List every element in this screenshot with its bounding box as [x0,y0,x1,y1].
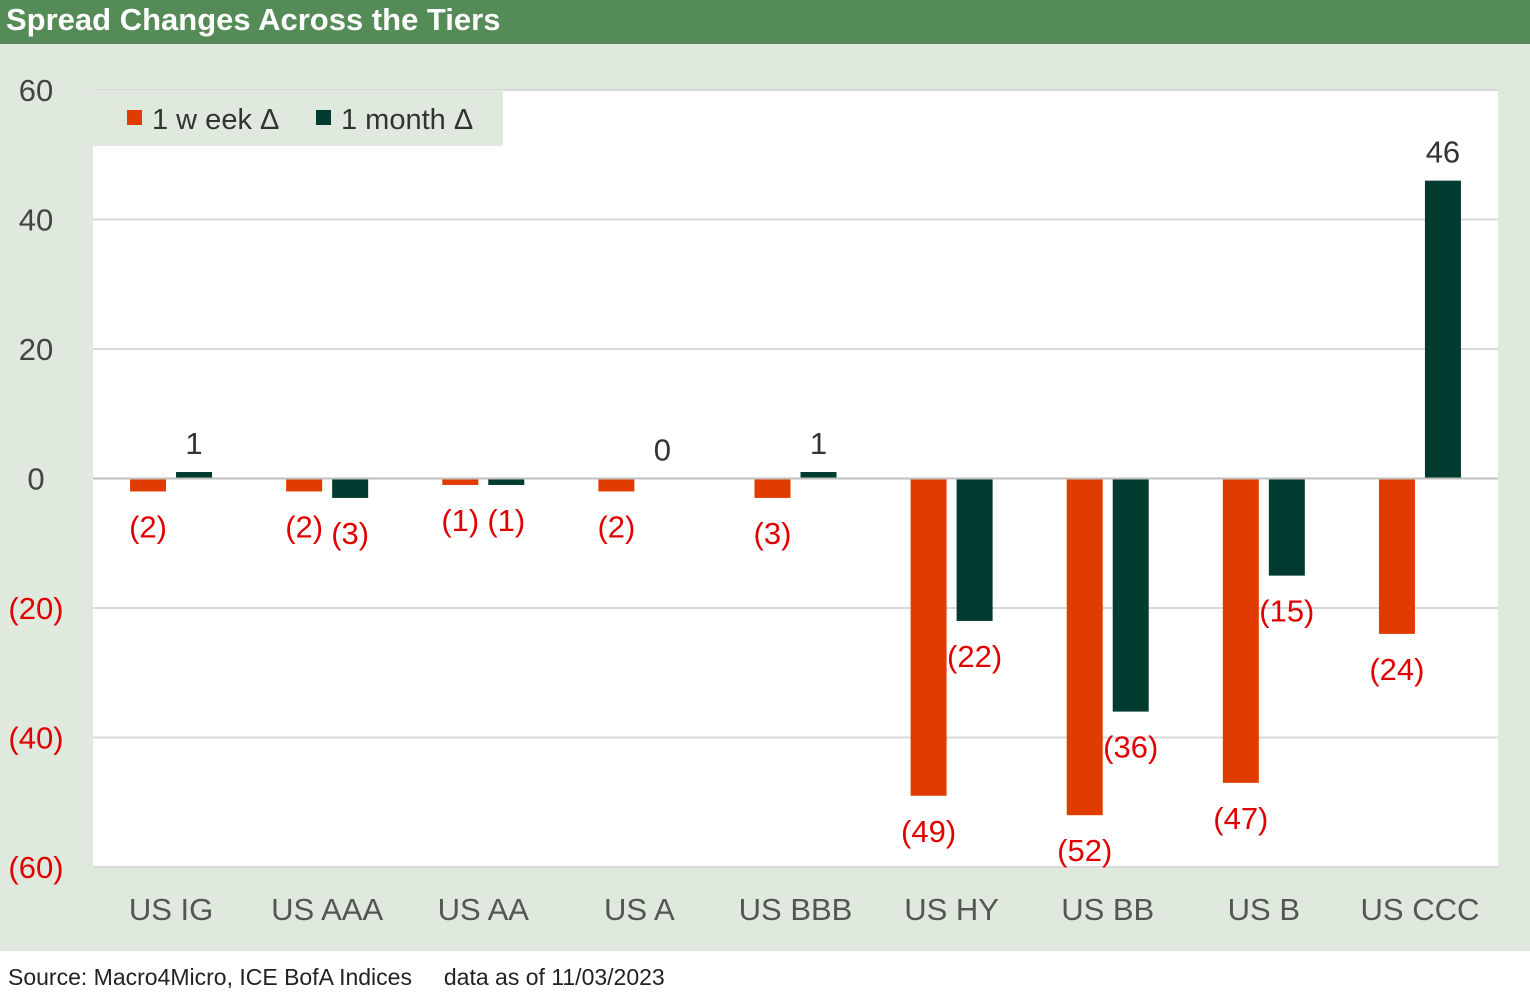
data-label: (49) [901,814,956,849]
data-label: (2) [129,509,167,544]
legend-box [93,90,503,146]
bar-1-week [442,478,479,485]
x-tick-label: US BBB [739,892,853,927]
bar-1-week [1222,478,1259,783]
y-tick-label: (60) [8,850,63,885]
chart-title: Spread Changes Across the Tiers [0,0,1530,44]
data-label: 0 [654,433,671,468]
y-tick-label: (40) [8,721,63,756]
data-label: (1) [441,503,479,538]
x-tick-label: US B [1228,892,1300,927]
bar-1-week [1378,478,1415,634]
bar-1-week [130,478,167,492]
data-label: 1 [185,426,202,461]
legend-label: 1 month Δ [341,104,473,136]
y-tick-label: (20) [8,591,63,626]
x-tick-label: US IG [129,892,213,927]
y-tick-label: 40 [19,203,53,238]
data-label: (24) [1369,652,1424,687]
x-tick-label: US AAA [271,892,383,927]
data-label: 1 [810,426,827,461]
bar-1-week [1066,478,1103,816]
bar-1-month [1424,180,1461,479]
legend-swatch-1-month [316,110,331,125]
bar-1-month [1268,478,1305,576]
source-text: Source: Macro4Micro, ICE BofA Indices [8,964,412,990]
x-tick-label: US A [604,892,675,927]
data-label: (22) [947,639,1002,674]
data-label: (3) [754,516,792,551]
bar-1-month [488,478,525,485]
y-tick-label: 0 [27,462,44,497]
y-tick-label: 20 [19,332,53,367]
data-date-note: data as of 11/03/2023 [443,964,665,990]
chart-panel: 60 40 20 0 (20) (40) (60) (2) 1 US IG (2) (3) US AAA… [0,44,1530,951]
data-label: (2) [285,509,323,544]
data-label: (3) [331,516,369,551]
data-label: (15) [1259,594,1314,629]
data-label: (36) [1103,730,1158,765]
bar-1-month [332,478,369,498]
data-label: (52) [1057,833,1112,868]
bar-1-week [286,478,323,492]
bar-1-week [754,478,791,498]
x-tick-label: US AA [438,892,530,927]
x-tick-label: US HY [904,892,999,927]
bar-1-month [1112,478,1149,712]
source-footer: Source: Macro4Micro, ICE BofA Indices da… [8,964,665,991]
data-label: (2) [597,509,635,544]
legend-swatch-1-week [127,110,142,125]
bar-1-week [598,478,635,492]
y-tick-label: 60 [19,73,53,108]
bar-1-month [956,478,993,621]
bar-1-month [176,472,213,479]
bar-1-month [800,472,837,479]
x-tick-label: US CCC [1361,892,1480,927]
data-label: (1) [487,503,525,538]
bar-1-week [910,478,947,796]
x-tick-label: US BB [1061,892,1154,927]
legend-label: 1 w eek Δ [152,104,279,136]
data-label: (47) [1213,801,1268,836]
data-label: 46 [1426,135,1460,170]
